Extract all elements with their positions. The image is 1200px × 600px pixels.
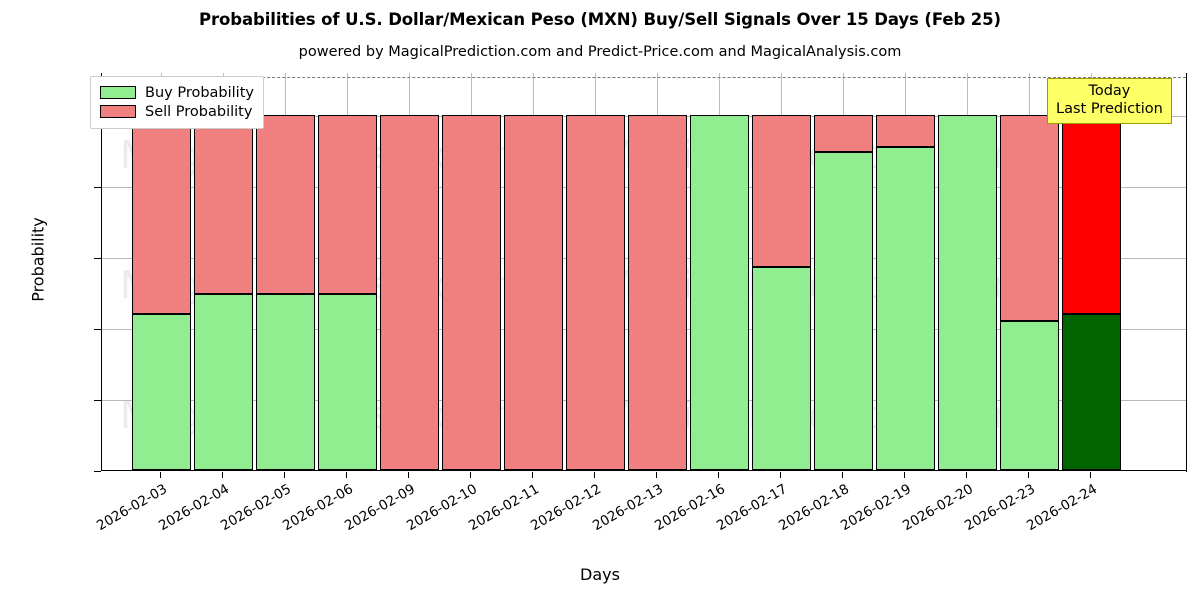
- legend: Buy Probability Sell Probability: [90, 76, 264, 129]
- legend-item[interactable]: Sell Probability: [100, 102, 254, 121]
- bar-segment-sell: [999, 114, 1059, 321]
- bar-group[interactable]: [193, 73, 253, 470]
- bar-segment-buy: [751, 267, 811, 470]
- x-tick-mark: [408, 472, 409, 478]
- today-annotation: Today Last Prediction: [1047, 78, 1172, 124]
- bar-segment-buy: [875, 146, 935, 470]
- chart-subtitle: powered by MagicalPrediction.com and Pre…: [298, 44, 902, 60]
- legend-label: Buy Probability: [145, 84, 254, 101]
- bar-segment-buy: [255, 294, 315, 470]
- bar-segment-sell: [131, 114, 191, 314]
- today-annotation-line2: Last Prediction: [1056, 101, 1163, 117]
- threshold-dashed-line: [102, 76, 1186, 78]
- bar-segment-buy: [937, 114, 997, 470]
- y-tick-mark: [94, 471, 101, 472]
- bar-group[interactable]: [565, 73, 625, 470]
- x-tick-mark: [532, 472, 533, 478]
- bar-segment-sell: [875, 114, 935, 147]
- bar-segment-buy: [689, 114, 749, 470]
- bar-segment-sell: [441, 114, 501, 470]
- bar-group[interactable]: [379, 73, 439, 470]
- x-tick-mark: [222, 472, 223, 478]
- y-tick-mark: [94, 186, 101, 188]
- bar-segment-buy: [813, 151, 873, 470]
- bar-segment-sell: [193, 114, 253, 295]
- bar-segment-buy: [317, 294, 377, 470]
- bar-group[interactable]: [627, 73, 687, 470]
- bar-segment-buy: [999, 320, 1059, 470]
- x-tick-mark: [594, 472, 595, 478]
- plot-area: MagicalAnalysis.comMagicalPrediction.com…: [101, 73, 1187, 471]
- x-tick-mark: [1028, 472, 1029, 478]
- y-tick-mark: [94, 257, 101, 259]
- x-tick-mark: [780, 472, 781, 478]
- bar-segment-sell: [813, 114, 873, 152]
- y-axis-label: Probability: [28, 217, 48, 302]
- bar-segment-sell: [565, 114, 625, 470]
- page-title: Probabilities of U.S. Dollar/Mexican Pes…: [198, 10, 1001, 29]
- bar-segment-sell: [627, 114, 687, 470]
- x-tick-mark: [346, 472, 347, 478]
- x-tick-mark: [904, 472, 905, 478]
- legend-item[interactable]: Buy Probability: [100, 83, 254, 102]
- bar-segment-buy: [131, 313, 191, 470]
- bar-segment-sell: [751, 114, 811, 268]
- bar-segment-buy: [193, 294, 253, 470]
- bar-segment-sell: [1061, 114, 1121, 314]
- y-tick-mark: [94, 399, 101, 401]
- bar-group[interactable]: [813, 73, 873, 470]
- bar-segment-sell: [255, 114, 315, 295]
- x-tick-mark: [284, 472, 285, 478]
- x-tick-mark: [656, 472, 657, 478]
- bar-group[interactable]: [999, 73, 1059, 470]
- legend-swatch-buy: [100, 86, 136, 99]
- x-tick-mark: [718, 472, 719, 478]
- today-annotation-line1: Today: [1088, 83, 1131, 99]
- bar-group[interactable]: [317, 73, 377, 470]
- bar-group[interactable]: [751, 73, 811, 470]
- bar-group[interactable]: [503, 73, 563, 470]
- x-tick-mark: [160, 472, 161, 478]
- bar-group[interactable]: [875, 73, 935, 470]
- y-tick-mark: [94, 328, 101, 330]
- x-tick-mark: [842, 472, 843, 478]
- bar-group[interactable]: [689, 73, 749, 470]
- bar-segment-buy: [1061, 313, 1121, 470]
- bar-segment-sell: [503, 114, 563, 470]
- legend-swatch-sell: [100, 105, 136, 118]
- bar-group[interactable]: [441, 73, 501, 470]
- x-tick-mark: [1090, 472, 1091, 478]
- x-tick-mark: [966, 472, 967, 478]
- legend-label: Sell Probability: [145, 103, 253, 120]
- bar-group[interactable]: [937, 73, 997, 470]
- bar-group[interactable]: [131, 73, 191, 470]
- bar-group-today[interactable]: [1061, 73, 1121, 470]
- x-axis-label: Days: [580, 565, 620, 584]
- bar-group[interactable]: [255, 73, 315, 470]
- bar-segment-sell: [317, 114, 377, 295]
- x-tick-mark: [470, 472, 471, 478]
- bar-segment-sell: [379, 114, 439, 470]
